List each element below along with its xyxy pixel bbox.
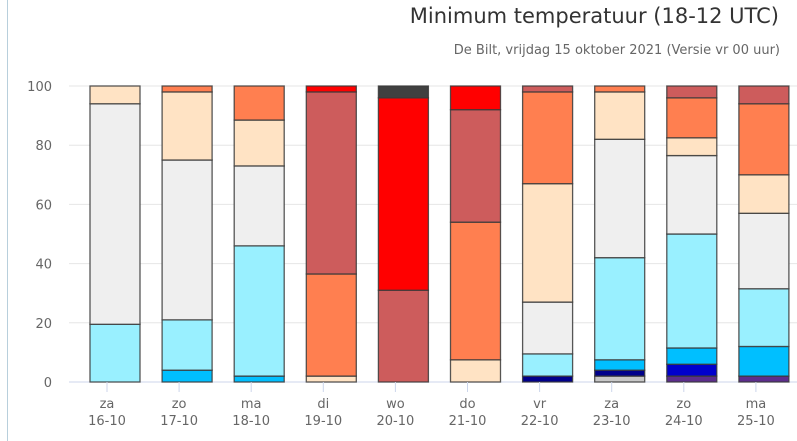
bar-segment-class-9[interactable] [594, 85, 646, 93]
bars [89, 85, 790, 383]
x-label-day: za [100, 397, 115, 412]
bar-segment-class-4[interactable] [666, 363, 718, 377]
bar-segment-class-6[interactable] [233, 245, 285, 377]
bar-segment-class-6[interactable] [594, 257, 646, 361]
bar-segment-class-8[interactable] [161, 91, 213, 161]
bar-segment-class-7[interactable] [594, 138, 646, 259]
x-label-day: wo [386, 397, 405, 412]
bar-segment-class-9[interactable] [666, 97, 718, 139]
x-label-date: 23-10 [593, 414, 631, 429]
y-tick-label: 80 [35, 139, 52, 154]
bar-segment-class-8[interactable] [305, 375, 357, 383]
bar-segment-class-9[interactable] [233, 85, 285, 121]
x-label-date: 20-10 [377, 414, 415, 429]
x-label-date: 16-10 [88, 414, 126, 429]
bar-segment-class-6[interactable] [666, 233, 718, 349]
bar-segment-class-9[interactable] [521, 91, 574, 185]
x-label-date: 19-10 [304, 414, 342, 429]
bar-segment-class-6[interactable] [738, 288, 790, 348]
bar-segment-class-9[interactable] [305, 273, 357, 377]
x-label-date: 18-10 [232, 414, 270, 429]
bar-segment-class-8[interactable] [738, 174, 790, 214]
bar-segment-class-7[interactable] [89, 103, 141, 325]
chart-title: Minimum temperatuur (18-12 UTC) [409, 4, 779, 28]
bar-segment-class-5[interactable] [161, 369, 213, 383]
x-label-date: 21-10 [449, 414, 487, 429]
x-label-date: 24-10 [665, 414, 703, 429]
bar-segment-class-10[interactable] [521, 85, 574, 93]
bar-segment-class-11[interactable] [305, 85, 357, 93]
bar-segment-class-5[interactable] [738, 345, 790, 377]
bar-segment-class-10[interactable] [738, 85, 790, 105]
bar-segment-class-10[interactable] [449, 109, 502, 223]
x-label-day: zo [172, 397, 187, 412]
bar-segment-class-5[interactable] [233, 375, 285, 383]
y-tick-label: 0 [44, 376, 52, 391]
bar-segment-class-12[interactable] [377, 85, 430, 99]
bar-segment-class-9[interactable] [449, 221, 502, 361]
bar-segment-class-6[interactable] [521, 353, 574, 377]
x-label-day: do [459, 397, 475, 412]
bar-segment-class-7[interactable] [666, 154, 718, 235]
chart-subtitle: De Bilt, vrijdag 15 oktober 2021 (Versie… [453, 43, 780, 58]
bar-segment-class-8[interactable] [233, 119, 285, 167]
y-tick-label: 40 [35, 258, 52, 273]
x-label-day: vr [533, 397, 547, 412]
bar-segment-class-1[interactable] [666, 375, 718, 383]
x-label-day: di [317, 397, 329, 412]
bar-segment-class-9[interactable] [161, 85, 213, 93]
x-label-day: zo [676, 397, 691, 412]
x-label-date: 17-10 [160, 414, 198, 429]
bar-segment-class-7[interactable] [521, 301, 574, 355]
y-tick-label: 20 [35, 317, 52, 332]
bar-segment-class-9[interactable] [738, 103, 790, 176]
bar-segment-class-7[interactable] [161, 159, 213, 321]
bar-segment-class-8[interactable] [449, 359, 502, 383]
bar-segment-class-7[interactable] [738, 212, 790, 290]
y-tick-label: 100 [27, 80, 52, 95]
bar-segment-class-8[interactable] [666, 137, 718, 157]
bar-segment-class-8[interactable] [521, 183, 574, 303]
bar-segment-class-2[interactable] [594, 375, 646, 383]
bar-segment-class-11[interactable] [449, 85, 502, 111]
x-label-day: ma [746, 397, 767, 412]
bar-segment-class-7[interactable] [233, 165, 285, 247]
panel-border [7, 0, 8, 441]
x-axis: za 16-10 zo 17-10 ma 18-10 di 19-10 wo 20-10 do 21-… [88, 382, 775, 429]
bar-segment-class-3[interactable] [594, 369, 646, 377]
bar-segment-class-8[interactable] [89, 85, 141, 105]
bar-segment-class-5[interactable] [666, 347, 718, 365]
bar-segment-class-6[interactable] [89, 323, 141, 383]
y-tick-label: 60 [35, 198, 52, 213]
x-label-day: za [604, 397, 619, 412]
bar-segment-class-8[interactable] [594, 91, 646, 140]
x-label-day: ma [241, 397, 262, 412]
bar-segment-class-11[interactable] [377, 97, 430, 291]
x-label-date: 22-10 [521, 414, 559, 429]
x-label-date: 25-10 [737, 414, 775, 429]
bar-segment-class-6[interactable] [161, 319, 213, 371]
bar-segment-class-1[interactable] [738, 375, 790, 383]
bar-segment-class-5[interactable] [594, 359, 646, 371]
bar-segment-class-3[interactable] [521, 375, 574, 383]
bar-segment-class-10[interactable] [377, 289, 430, 383]
bar-segment-class-10[interactable] [305, 91, 357, 275]
bar-segment-class-10[interactable] [666, 85, 718, 99]
y-axis: 0 20 40 60 80 100 [27, 80, 52, 391]
